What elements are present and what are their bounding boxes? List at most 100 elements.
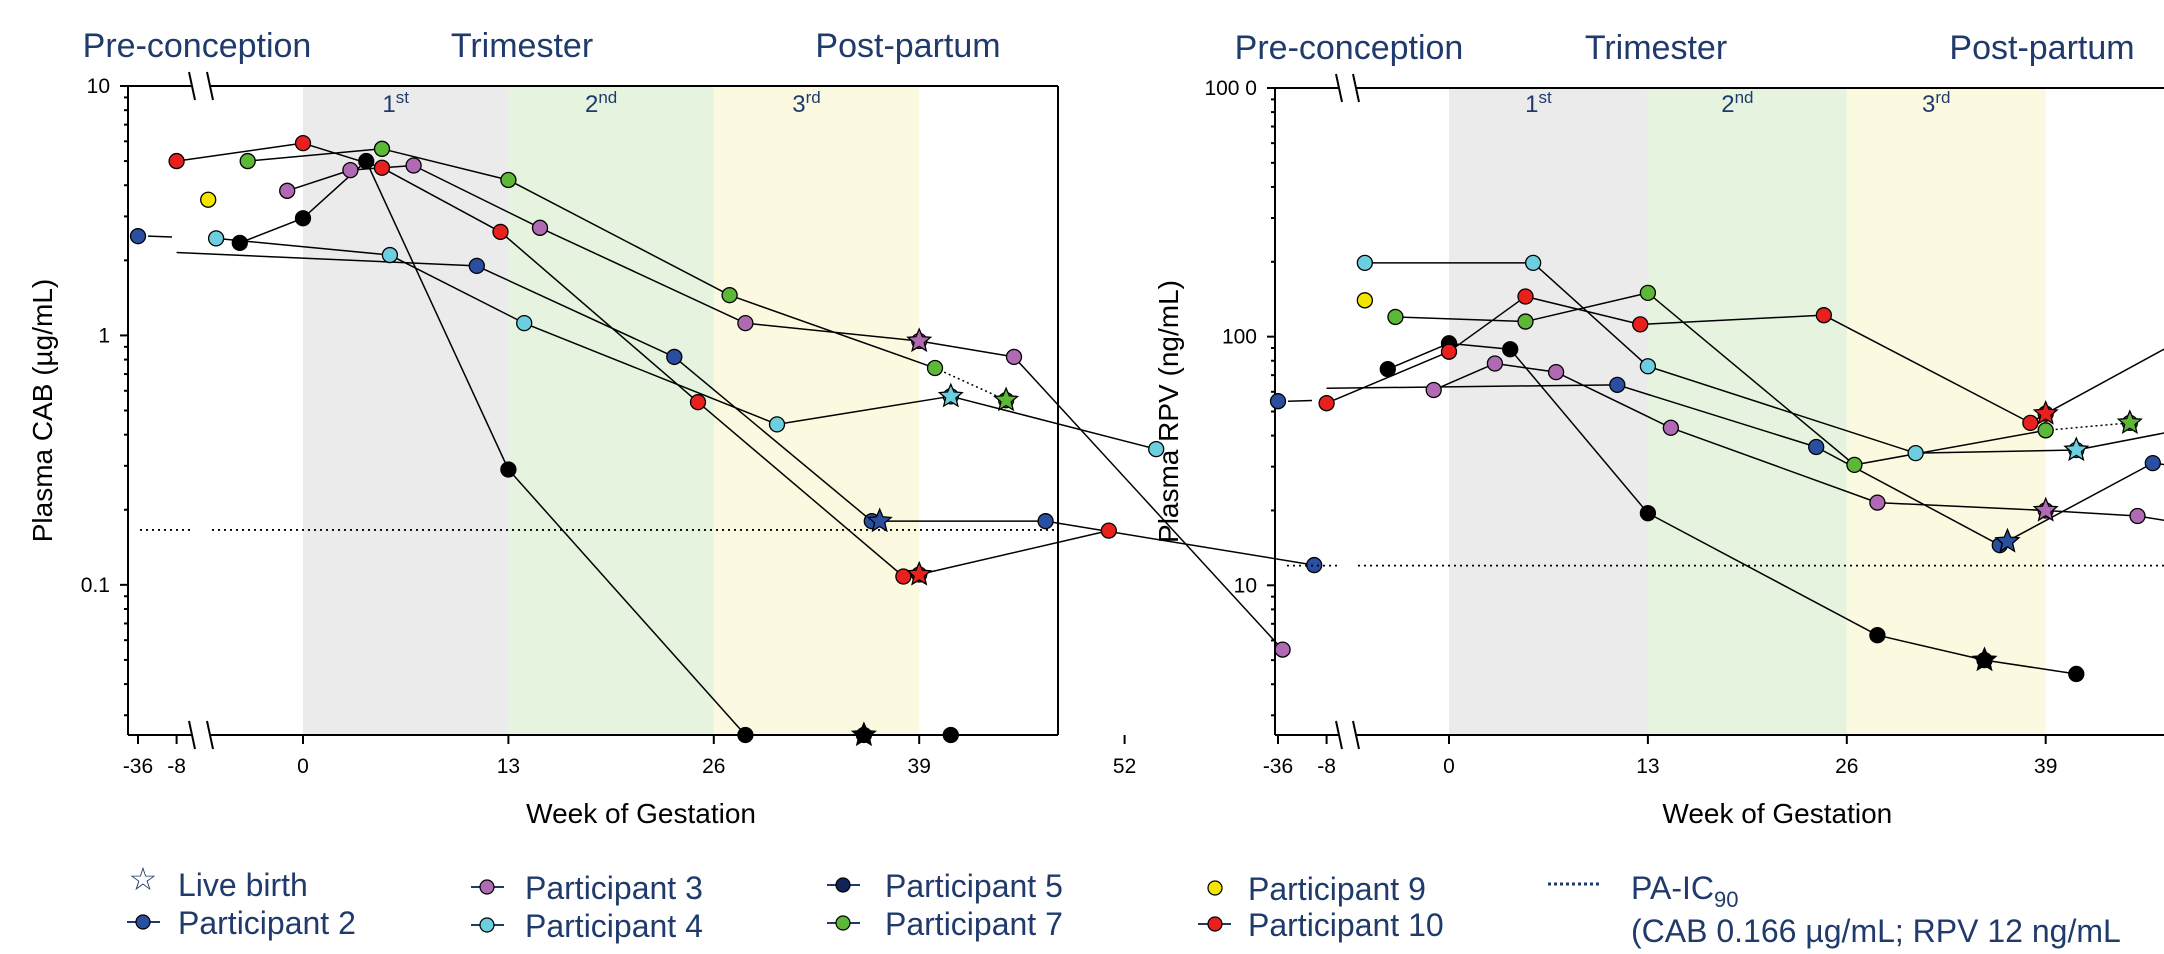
data-point-p2 <box>1609 376 1626 393</box>
data-point-p2 <box>1808 438 1825 456</box>
live-birth-star-p10 <box>2032 400 2059 425</box>
data-point-p4 <box>207 230 225 247</box>
data-point-p10 <box>1815 307 1832 324</box>
series-line-p3 <box>413 164 541 229</box>
data-point-p7 <box>500 171 517 189</box>
data-point-p7 <box>1387 308 1404 326</box>
series-line-p2 <box>176 251 477 267</box>
legend-marker-icon <box>479 879 495 895</box>
data-point-p2 <box>129 228 147 245</box>
data-point-p7 <box>1639 284 1657 302</box>
data-point-p7 <box>239 152 256 170</box>
data-point-p2 <box>1037 513 1054 530</box>
live-birth-star-p4 <box>937 382 964 408</box>
series-line-p2 <box>1617 384 1817 448</box>
legend-marker-icon <box>835 877 851 893</box>
data-point-p3 <box>1869 494 1886 511</box>
series-line-p10 <box>176 142 304 162</box>
data-point-p10 <box>373 159 391 176</box>
data-point-p3 <box>1425 381 1442 399</box>
data-point-p3 <box>1274 641 1291 658</box>
series-line-p3 <box>1433 362 1496 391</box>
series-line-p4 <box>776 395 951 426</box>
axis-break-mark <box>1352 73 1360 103</box>
data-point-p5 <box>1502 341 1519 358</box>
legend-entry-participant-2: Participant 2 <box>127 905 356 941</box>
series-line-p7 <box>381 148 509 181</box>
trimester-label-2: 2nd <box>585 88 617 118</box>
phase-label: Pre-conception <box>1235 29 1464 67</box>
axis-break-mark <box>1352 720 1360 750</box>
data-point-p2 <box>666 348 683 366</box>
series-line-p3 <box>2137 515 2164 522</box>
series-line-p5 <box>1387 342 1450 370</box>
data-point-p7 <box>2037 422 2054 439</box>
series-line-p10 <box>381 167 501 233</box>
trimester-label-3: 3rd <box>1922 88 1950 118</box>
chart-rpv: 1st 2nd 3rd Pre-conception Trimester Post-par… <box>1153 29 2164 829</box>
data-point-p3 <box>405 157 422 174</box>
data-point-p5 <box>500 461 517 478</box>
trimester-band-2 <box>508 86 714 735</box>
x-tick-label: 0 <box>297 755 309 778</box>
phase-label: Trimester <box>451 27 593 65</box>
data-point-p3 <box>1005 348 1023 366</box>
legend-live-birth: Live birth <box>178 867 308 903</box>
data-point-p2 <box>1269 393 1287 410</box>
series-line-p7 <box>247 148 383 162</box>
legend-label: Participant 7 <box>885 906 1063 942</box>
data-point-p2 <box>2144 454 2161 472</box>
data-point-p5 <box>294 210 312 227</box>
live-birth-star-p2 <box>866 507 893 533</box>
data-point-p3 <box>2129 507 2146 525</box>
series-line-p4 <box>1532 262 1649 367</box>
live-birth-star-p5 <box>850 721 877 747</box>
trimester-label-1: 1st <box>1525 88 1552 118</box>
series-line-p10 <box>1326 350 1450 404</box>
series-line-p7 <box>1854 429 2046 466</box>
series-line-p4 <box>2076 432 2164 451</box>
live-birth-star-p5 <box>1971 646 1998 672</box>
data-point-p4 <box>1907 444 1924 462</box>
legend-entry-participant-10: Participant 10 <box>1198 907 1444 943</box>
x-tick-label: -36 <box>123 755 153 778</box>
series-line-p3 <box>539 227 746 324</box>
data-point-p2 <box>468 257 485 275</box>
live-birth-star-p7 <box>993 386 1020 412</box>
legend-marker-icon <box>135 914 151 930</box>
y-tick-label: 10 <box>1234 574 1257 597</box>
live-birth-star-p3 <box>2032 496 2059 522</box>
data-point-p2 <box>1306 556 1323 574</box>
legend-entry-participant-3: Participant 3 <box>471 870 703 906</box>
data-point-p4 <box>1639 358 1657 375</box>
series-line-p4 <box>523 322 778 426</box>
live-birth-star-p10 <box>906 560 933 586</box>
data-point-p3 <box>1547 363 1565 381</box>
trimester-band-1 <box>1449 88 1648 735</box>
series-line-p7 <box>2045 422 2130 432</box>
data-point-p4 <box>1148 440 1165 458</box>
data-point-p7 <box>1846 456 1863 474</box>
legend-label: Participant 4 <box>525 908 703 944</box>
x-tick-label: 39 <box>2034 755 2057 778</box>
legend-label: Participant 10 <box>1248 907 1444 943</box>
series-line-p10 <box>919 529 1109 576</box>
data-point-p7 <box>926 359 944 377</box>
data-point-p3 <box>1486 355 1504 372</box>
data-point-p7 <box>373 140 391 157</box>
data-point-p4 <box>1525 254 1542 272</box>
data-point-p4 <box>1356 254 1373 272</box>
series-line-p3 <box>919 340 1015 358</box>
series-line-p5 <box>1984 659 2077 675</box>
x-axis-label: Week of Gestation <box>526 798 756 829</box>
axis-break-mark <box>1335 73 1343 103</box>
legend-label: Participant 9 <box>1248 871 1426 907</box>
x-tick-label: 52 <box>1113 755 1136 778</box>
legend-pa-ic90-label: PA-IC90 <box>1631 870 1738 912</box>
series-line-p7 <box>1647 292 1855 466</box>
data-point-p4 <box>381 246 399 264</box>
trimester-band-3 <box>713 86 920 735</box>
legend: ☆ Live birth Participant 2 Participant 3… <box>127 861 2121 949</box>
series-line-p7 <box>729 294 936 369</box>
